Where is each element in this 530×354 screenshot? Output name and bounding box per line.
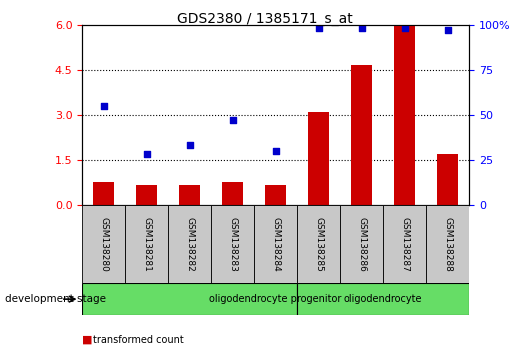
Bar [82,283,297,315]
Bar [179,185,200,205]
Point [228,117,237,122]
Text: GDS2380 / 1385171_s_at: GDS2380 / 1385171_s_at [177,12,353,27]
Text: GSM138283: GSM138283 [228,217,237,272]
Point [100,103,108,109]
Bar [437,154,458,205]
Text: GSM138282: GSM138282 [185,217,194,272]
Point [143,152,151,157]
Text: GSM138280: GSM138280 [99,217,108,272]
Point [186,142,194,148]
Bar [351,65,372,205]
Bar [211,205,254,283]
Bar [308,112,329,205]
Text: GSM138285: GSM138285 [314,217,323,272]
Text: GSM138287: GSM138287 [400,217,409,272]
Text: oligodendrocyte: oligodendrocyte [344,294,422,304]
Bar [136,185,157,205]
Text: GSM138286: GSM138286 [357,217,366,272]
Text: ■: ■ [82,335,93,345]
Bar [426,205,469,283]
Bar [222,182,243,205]
Bar [265,185,286,205]
Text: development stage: development stage [5,294,107,304]
Point [271,148,280,153]
Point [314,25,323,31]
Text: GSM138281: GSM138281 [142,217,151,272]
Bar [394,25,416,205]
Text: GSM138284: GSM138284 [271,217,280,272]
Bar [383,205,426,283]
Text: GSM138288: GSM138288 [443,217,452,272]
Bar [297,205,340,283]
Bar [125,205,168,283]
Point [400,25,409,31]
Bar [93,182,114,205]
Text: transformed count: transformed count [93,335,183,345]
Point [443,27,452,33]
Point [357,25,366,31]
Bar [297,283,469,315]
Bar [340,205,383,283]
Bar [168,205,211,283]
Bar [82,205,125,283]
Text: oligodendrocyte progenitor: oligodendrocyte progenitor [209,294,342,304]
Bar [254,205,297,283]
